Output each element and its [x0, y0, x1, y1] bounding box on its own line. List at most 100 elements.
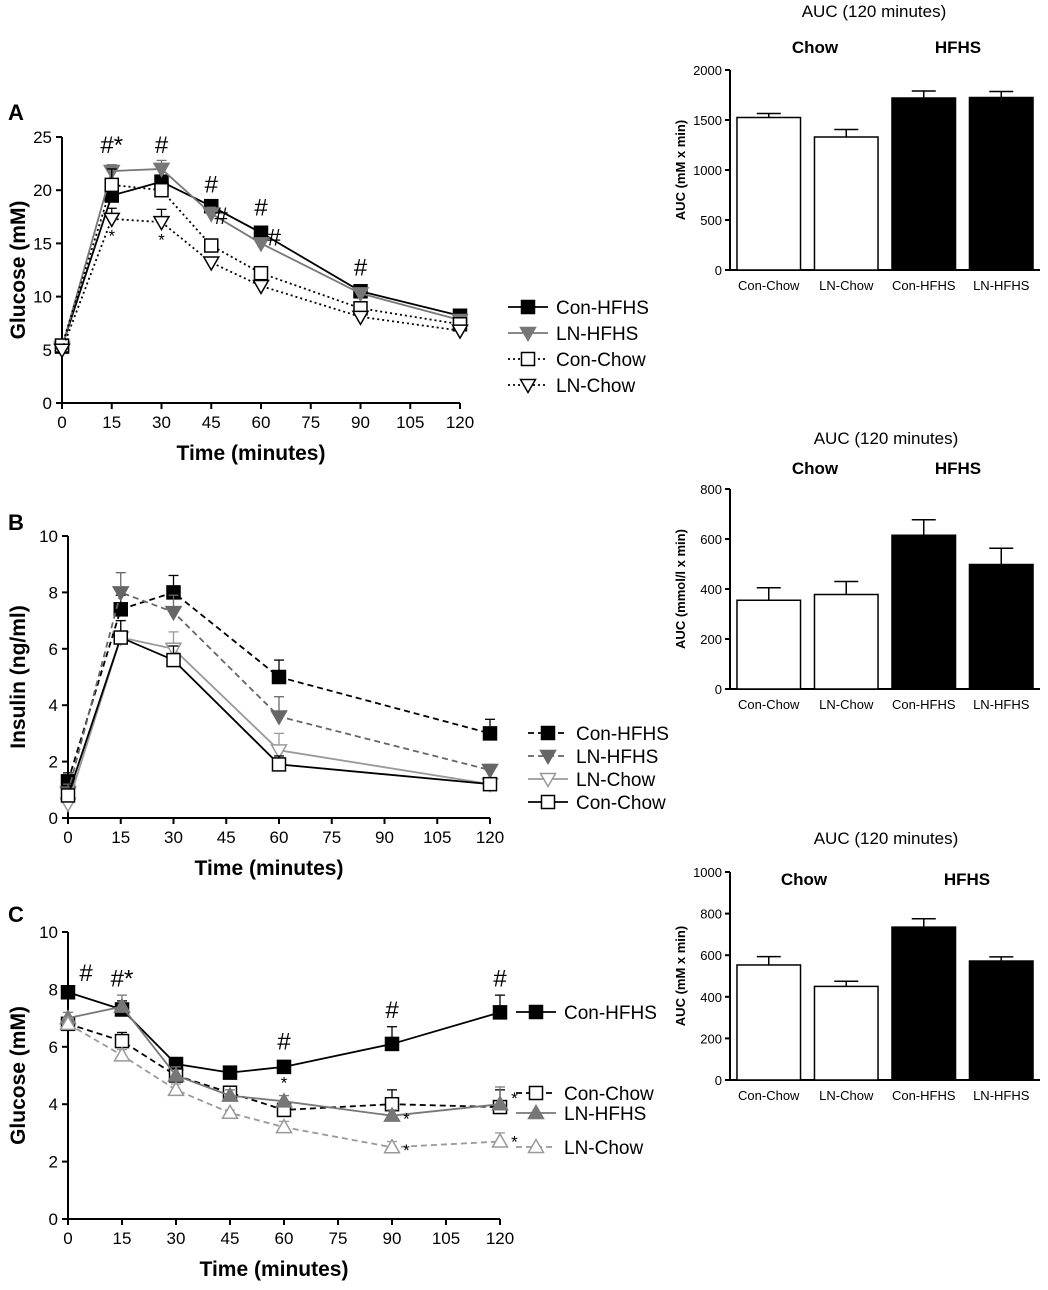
data-point — [491, 1132, 509, 1148]
data-point — [113, 630, 128, 645]
data-point — [164, 605, 183, 622]
legend-marker-con-hfhs — [520, 299, 536, 315]
panel-label: B — [8, 510, 24, 535]
bar-chart-auc: AUC (120 minutes) Chow HFHS 0 200 400 600 800 AU… — [673, 429, 1040, 712]
x-tick-label: 75 — [329, 1229, 348, 1248]
data-point — [351, 310, 370, 326]
significance-mark: # — [268, 225, 282, 252]
y-tick-label: 0 — [49, 1210, 58, 1229]
significance-mark: # — [79, 960, 93, 987]
bar-ln-hfhs — [968, 96, 1034, 271]
category-label-con-hfhs: Con-HFHS — [892, 697, 956, 712]
significance-mark: * — [281, 1073, 288, 1092]
significance-mark: # — [277, 1029, 291, 1056]
x-tick-label: 105 — [423, 828, 451, 847]
data-point — [104, 177, 119, 193]
x-axis-label: Time (minutes) — [177, 442, 326, 465]
data-point — [111, 586, 130, 602]
legend-marker-ln-chow — [527, 1137, 545, 1154]
series-ln-hfhs — [59, 994, 509, 1122]
y-tick-label: 600 — [700, 948, 722, 963]
x-tick-label: 0 — [63, 1229, 72, 1248]
legend: Con-HFHS LN-HFHS Con-Chow LN-Chow — [508, 298, 649, 397]
data-point — [351, 287, 370, 303]
y-tick-label: 400 — [700, 990, 722, 1005]
y-tick-label: 0 — [715, 682, 722, 697]
data-point — [271, 757, 287, 772]
group-label-chow: Chow — [781, 870, 828, 889]
y-tick-label: 10 — [33, 288, 52, 307]
y-tick-label: 10 — [39, 527, 58, 546]
x-tick-label: 15 — [113, 1229, 132, 1248]
y-tick-label: 8 — [49, 980, 58, 999]
data-point — [113, 602, 128, 617]
bar-con-hfhs — [891, 534, 957, 690]
series-con-chow — [60, 619, 498, 803]
y-tick-label: 20 — [33, 181, 52, 200]
y-tick-label: 2000 — [693, 63, 722, 78]
data-point — [202, 256, 221, 272]
y-tick-label: 600 — [700, 532, 722, 547]
data-point — [492, 1005, 508, 1020]
significance-mark: # — [205, 171, 219, 198]
legend-marker-con-chow — [520, 351, 536, 367]
bar-con-hfhs — [891, 97, 957, 271]
data-point — [275, 1092, 293, 1108]
data-point — [202, 207, 221, 223]
bar-ln-chow — [813, 593, 879, 690]
y-tick-label: 0 — [49, 809, 58, 828]
x-tick-label: 60 — [275, 1229, 294, 1248]
y-tick-label: 6 — [49, 1038, 58, 1057]
category-label-con-chow: Con-Chow — [738, 1088, 800, 1103]
x-tick-label: 75 — [301, 413, 320, 432]
significance-mark: * — [403, 1141, 410, 1160]
chart-title: AUC (120 minutes) — [814, 829, 959, 848]
x-tick-label: 60 — [252, 413, 271, 432]
x-tick-label: 45 — [217, 828, 236, 847]
y-tick-label: 5 — [43, 341, 52, 360]
series-ln-chow — [53, 207, 469, 359]
data-point — [154, 182, 169, 198]
legend-label-ln-hfhs: LN-HFHS — [576, 747, 658, 768]
legend-label-ln-chow: LN-Chow — [576, 770, 655, 791]
data-point — [451, 324, 469, 340]
data-point — [384, 1036, 400, 1052]
category-label-ln-hfhs: LN-HFHS — [973, 278, 1030, 293]
legend-marker-con-chow — [528, 1085, 544, 1101]
group-label-hfhs: HFHS — [935, 459, 981, 478]
legend-label-con-chow: Con-Chow — [556, 350, 646, 371]
legend-label-ln-chow: LN-Chow — [564, 1138, 643, 1159]
x-tick-label: 120 — [486, 1229, 514, 1248]
significance-mark: # — [254, 195, 268, 222]
x-tick-label: 90 — [383, 1229, 402, 1248]
y-tick-label: 1000 — [693, 865, 722, 880]
data-point — [252, 237, 270, 253]
y-tick-label: 15 — [33, 234, 52, 253]
category-label-ln-chow: LN-Chow — [819, 1088, 874, 1103]
legend-marker-con-hfhs — [540, 725, 556, 741]
significance-mark: # — [493, 966, 507, 993]
x-tick-label: 105 — [432, 1229, 460, 1248]
data-point — [204, 238, 219, 253]
y-axis-label: Glucose (mM) — [7, 201, 30, 340]
x-tick-label: 90 — [375, 828, 394, 847]
y-tick-label: 4 — [49, 1095, 58, 1114]
bar-ln-hfhs — [968, 563, 1034, 690]
significance-mark: # — [354, 254, 368, 281]
x-tick-label: 120 — [476, 828, 504, 847]
series-ln-chow — [59, 1014, 509, 1154]
y-tick-label: 200 — [700, 1031, 722, 1046]
bar-con-chow — [736, 599, 802, 690]
chart-title: AUC (120 minutes) — [802, 2, 947, 21]
category-label-ln-hfhs: LN-HFHS — [973, 697, 1030, 712]
y-axis-label: AUC (mmol/l x min) — [673, 529, 688, 649]
y-tick-label: 25 — [33, 128, 52, 147]
legend-label-ln-chow: LN-Chow — [556, 376, 635, 397]
y-tick-label: 8 — [49, 583, 58, 602]
legend-label-con-hfhs: Con-HFHS — [556, 298, 649, 319]
data-point — [60, 788, 76, 803]
significance-mark: * — [511, 1089, 518, 1108]
data-point — [271, 669, 287, 685]
category-label-con-hfhs: Con-HFHS — [892, 278, 956, 293]
